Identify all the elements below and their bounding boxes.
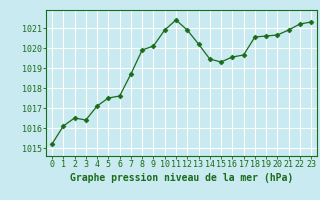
X-axis label: Graphe pression niveau de la mer (hPa): Graphe pression niveau de la mer (hPa): [70, 173, 293, 183]
